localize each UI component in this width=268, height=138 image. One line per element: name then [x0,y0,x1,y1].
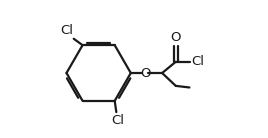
Text: O: O [140,67,151,79]
Text: Cl: Cl [111,114,124,127]
Text: O: O [170,31,181,44]
Text: Cl: Cl [191,55,204,68]
Text: Cl: Cl [60,24,73,37]
